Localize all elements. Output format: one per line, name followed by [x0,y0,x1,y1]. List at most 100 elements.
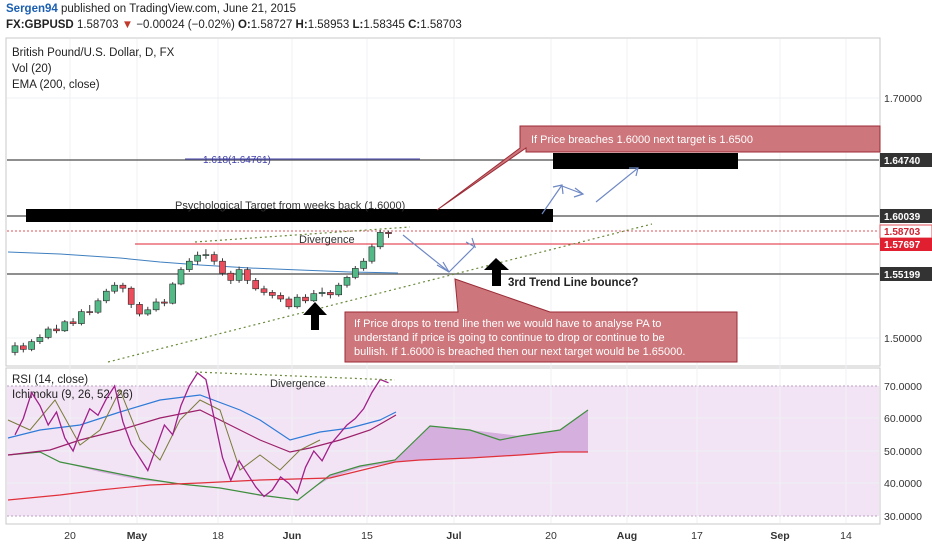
candle[interactable] [368,244,376,264]
candle[interactable] [103,288,110,304]
svg-text:1.55199: 1.55199 [884,270,921,281]
callout-bottom-line-3: bullish. If 1.6000 is breached then our … [354,346,685,358]
next-target-bar[interactable] [553,153,738,169]
candle[interactable] [318,287,326,297]
candle-body-up [103,290,110,302]
candle[interactable] [152,298,160,312]
candle-body-up [202,254,210,256]
ichimoku-legend: Ichimoku (9, 26, 52, 26) [12,389,133,401]
candle[interactable] [36,334,44,344]
candle[interactable] [227,270,235,284]
time-axis-label: Jun [283,530,302,542]
candle[interactable] [335,282,343,297]
candle[interactable] [376,230,384,250]
candle[interactable] [169,282,176,305]
candle-body-up [169,283,176,304]
symbol-info-line: FX:GBPUSD 1.58703 ▼ −0.00024 (−0.02%) O:… [6,19,462,31]
psych-target-bar[interactable] [26,209,553,222]
candle[interactable] [385,230,392,238]
candle[interactable] [293,294,301,309]
candle[interactable] [161,299,168,307]
candle-body-up [78,311,85,324]
candle-body-up [28,341,35,350]
low-label: L: [352,19,364,31]
ema-legend: EMA (200, close) [12,79,100,91]
rsi-tick-label: 50.0000 [884,446,922,458]
candle[interactable] [351,266,359,280]
candle-body-up [111,284,118,292]
candle-body-down [285,298,293,308]
candle[interactable] [61,320,69,332]
candle[interactable] [194,251,201,265]
candle[interactable] [53,324,60,334]
candle[interactable] [78,309,85,326]
candle-body-up [360,260,367,269]
candle[interactable] [302,294,309,304]
candle-body-up [177,269,185,285]
candle[interactable] [28,339,35,352]
candle[interactable] [235,266,243,283]
senkou-span-a [7,409,589,501]
vol-legend: Vol (20) [12,63,52,75]
candle-body-down [86,311,93,313]
candle[interactable] [69,318,77,326]
candle[interactable] [360,258,367,271]
up-arrow-icon[interactable] [484,258,509,286]
candle[interactable] [186,258,193,272]
candle[interactable] [327,290,334,299]
candle[interactable] [210,251,218,265]
candle[interactable] [219,258,226,276]
trend-line-lower[interactable] [107,223,653,363]
candle[interactable] [136,302,143,317]
rsi-divergence-line[interactable] [194,371,396,381]
candle[interactable] [177,267,185,286]
candle[interactable] [11,342,19,356]
candle[interactable] [260,285,268,296]
candles[interactable] [11,230,392,356]
senkou-span-b [7,451,588,501]
candle[interactable] [202,249,210,259]
up-arrow-icon[interactable] [303,302,327,330]
symbol-label[interactable]: FX:GBPUSD [6,19,74,31]
callout-top[interactable]: If Price breaches 1.6000 next target is … [436,125,881,211]
candle[interactable] [111,282,118,294]
publish-line: Sergen94 published on TradingView.com, J… [6,3,296,15]
price-badge: 1.57697 [880,238,932,251]
author-link[interactable]: Sergen94 [6,3,58,15]
svg-text:1.57697: 1.57697 [884,240,921,251]
time-axis-label: May [127,530,148,542]
callout-top-shape [436,125,881,211]
high-value: 1.58953 [307,19,350,31]
candle[interactable] [285,296,293,310]
time-axis-label: 15 [361,530,373,542]
candle[interactable] [310,290,318,302]
candle[interactable] [119,282,127,293]
candle[interactable] [277,292,284,302]
candle[interactable] [44,326,52,340]
price-badge: 1.60039 [880,209,932,223]
candle[interactable] [244,267,251,284]
price-pane[interactable] [5,37,881,367]
candle-body-down [219,260,226,274]
arrow-head-icon [552,184,564,195]
down-triangle-icon: ▼ [121,19,134,31]
callout-bottom[interactable]: If Price drops to trend line then we wou… [344,278,738,363]
candle[interactable] [86,305,93,316]
candle[interactable] [19,342,27,353]
price-change: −0.00024 (−0.02%) [136,19,235,31]
candle-body-down [244,269,251,281]
candle[interactable] [94,298,102,314]
trend-line-upper[interactable] [194,226,411,243]
time-axis[interactable]: 20 May 18 Jun 15 Jul 20 Aug 17 Sep 14 [64,530,852,542]
candle[interactable] [144,306,152,316]
candle[interactable] [127,286,135,308]
candle[interactable] [268,290,276,299]
candle-body-up [293,296,301,308]
candle[interactable] [343,275,351,288]
projection-arrows[interactable] [402,167,639,273]
candle-body-up [94,300,102,313]
time-axis-label: Sep [770,530,789,542]
candle[interactable] [252,278,259,291]
